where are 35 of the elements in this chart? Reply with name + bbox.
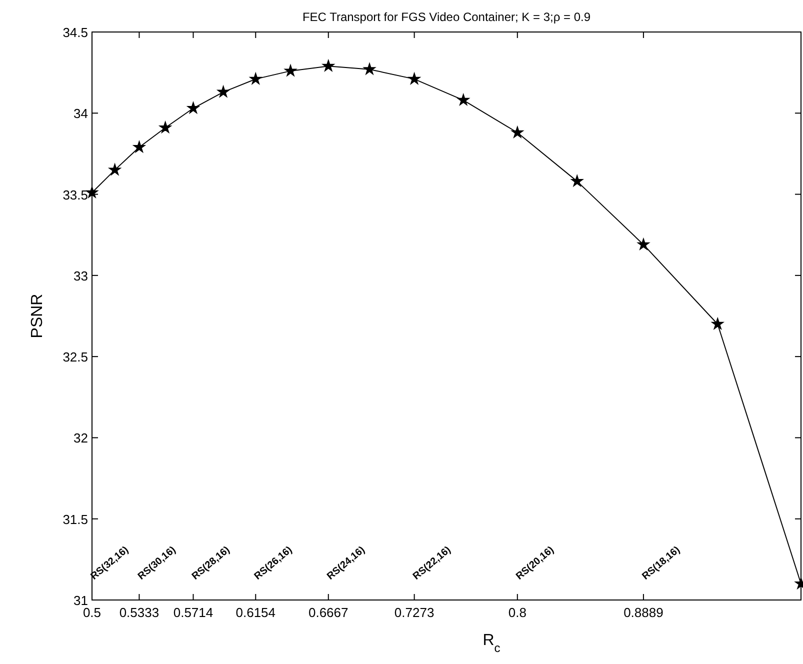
point: [159, 121, 172, 133]
x-tick-label: 0.5714: [173, 605, 214, 620]
point: [511, 126, 524, 138]
y-tick-label: 33.5: [62, 187, 88, 202]
point: [571, 174, 584, 187]
x-tick-label: 0.5: [82, 605, 102, 620]
x-tick-label: 0.6667: [308, 605, 348, 620]
x-axis-title: R$_{c}$: [482, 632, 500, 655]
point: [637, 238, 650, 250]
x-tick-label: 0.6154: [236, 605, 276, 620]
y-tick-label: 31.5: [62, 512, 88, 527]
y-tick-label: 32: [74, 430, 88, 446]
chart-title: FEC Transport for FGS Video Container; K = 3;ρ = 0.9: [302, 10, 591, 24]
point: [284, 64, 297, 76]
y-tick-label: 32.5: [62, 350, 88, 365]
point: [457, 94, 470, 106]
point: [133, 140, 146, 152]
x-tick-label: 0.7273: [394, 605, 434, 620]
point: [217, 86, 230, 98]
point: [108, 164, 121, 176]
point: [86, 186, 98, 198]
point: [250, 72, 262, 84]
x-tick-label: 0.8889: [624, 605, 664, 620]
x-tick-label: 0.8: [508, 605, 526, 620]
y-tick-label: 31: [74, 593, 88, 608]
y-tick-label: 34: [74, 106, 88, 122]
y-tick-label: 34.5: [62, 25, 88, 40]
point: [187, 102, 200, 114]
point: [322, 60, 334, 72]
point: [363, 62, 376, 75]
y-axis-title: PSNR: [29, 294, 46, 338]
point: [712, 318, 724, 330]
y-tick-label: 33: [74, 268, 88, 284]
point: [408, 72, 420, 84]
x-tick-label: 0.5333: [119, 605, 160, 620]
